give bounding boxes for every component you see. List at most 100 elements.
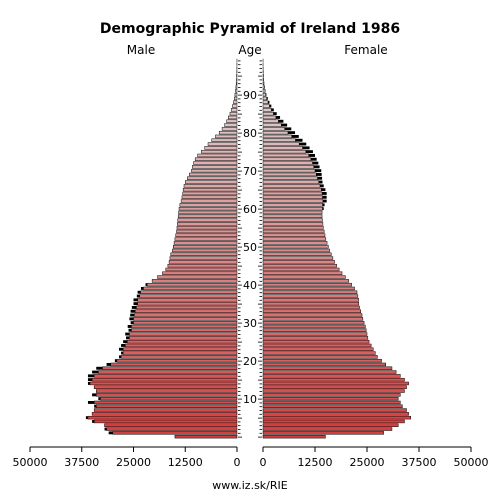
male-bar-age-89 — [234, 96, 238, 101]
male-bar-age-72 — [193, 161, 238, 165]
male-excess-age-15 — [87, 378, 93, 382]
male-excess-age-16 — [87, 374, 95, 378]
male-bar-age-67 — [185, 180, 238, 184]
female-bar-age-48 — [262, 252, 332, 256]
male-label: Male — [127, 43, 155, 57]
male-bar-age-63 — [181, 195, 238, 199]
male-bar-age-29 — [131, 324, 238, 329]
male-bar-age-35 — [137, 301, 238, 306]
male-bar-age-28 — [131, 328, 238, 332]
female-excess-age-84 — [275, 116, 281, 119]
male-bar-age-73 — [194, 157, 238, 161]
male-bar-age-93 — [235, 81, 238, 85]
male-bar-age-37 — [139, 294, 238, 298]
female-excess-age-80 — [287, 131, 296, 135]
female-bar-age-31 — [262, 317, 364, 321]
female-bar-age-56 — [262, 222, 324, 226]
female-bar-age-79 — [262, 134, 292, 139]
female-bar-age-70 — [262, 168, 316, 173]
male-excess-age-28 — [128, 328, 132, 332]
male-bar-age-90 — [234, 92, 238, 97]
female-excess-age-69 — [316, 173, 322, 176]
female-bar-age-68 — [262, 176, 318, 180]
age-tick-label: 60 — [243, 203, 257, 216]
age-tick-label: 50 — [243, 241, 257, 254]
female-bar-age-55 — [262, 225, 324, 230]
male-bar-age-87 — [232, 104, 238, 108]
female-bar-age-57 — [262, 218, 323, 222]
female-bar-age-58 — [262, 214, 323, 218]
male-excess-age-19 — [106, 363, 111, 366]
male-excess-age-31 — [129, 317, 134, 321]
female-excess-age-68 — [317, 176, 323, 180]
male-bar-age-58 — [177, 214, 238, 218]
female-excess-age-74 — [308, 154, 315, 157]
age-tick-label: 30 — [243, 317, 257, 330]
female-bar-age-67 — [262, 180, 319, 184]
male-bar-age-31 — [133, 317, 238, 321]
female-bar-age-22 — [262, 351, 376, 355]
female-bar-age-41 — [262, 279, 349, 283]
male-excess-age-5 — [85, 416, 88, 420]
male-bar-age-19 — [110, 362, 238, 367]
male-bar-age-50 — [172, 244, 238, 249]
male-bar-age-3 — [104, 423, 238, 427]
female-bar-age-69 — [262, 172, 317, 177]
female-bar-age-42 — [262, 275, 346, 279]
x-tick-label-male: 50000 — [13, 456, 48, 469]
male-bar-age-25 — [127, 339, 238, 344]
female-bar-age-76 — [262, 146, 303, 150]
male-bar-age-46 — [168, 260, 238, 264]
female-excess-age-90 — [265, 93, 267, 97]
male-bar-age-34 — [136, 305, 238, 310]
female-bar-age-53 — [262, 233, 326, 237]
male-bar-age-53 — [175, 233, 238, 237]
female-excess-age-72 — [312, 161, 319, 165]
male-excess-age-21 — [119, 355, 122, 359]
male-excess-age-26 — [126, 336, 130, 340]
female-bar-age-77 — [262, 142, 300, 146]
age-tick-label: 90 — [243, 89, 257, 102]
female-bar-age-26 — [262, 336, 369, 340]
male-bar-age-1 — [112, 431, 238, 435]
x-tick-label-female: 37500 — [402, 456, 437, 469]
male-excess-age-11 — [92, 393, 97, 397]
male-bar-age-65 — [182, 187, 238, 192]
female-bar-age-59 — [262, 210, 323, 215]
age-axis: 10 20 30 40 50 60 70 80 90 — [238, 60, 262, 438]
male-bar-age-52 — [174, 237, 238, 241]
male-bar-age-22 — [122, 351, 238, 355]
female-bar-age-17 — [262, 370, 397, 374]
male-bar-age-51 — [173, 241, 238, 245]
female-bar-age-4 — [262, 419, 405, 424]
footer-source: www.iz.sk/RIE — [212, 479, 287, 492]
female-excess-age-78 — [295, 138, 303, 142]
male-bar-age-23 — [122, 347, 238, 351]
male-bar-age-27 — [129, 332, 238, 336]
male-bar-age-5 — [87, 415, 238, 420]
female-excess-age-62 — [322, 199, 327, 203]
female-bar-age-78 — [262, 138, 296, 142]
male-bar-age-79 — [215, 134, 238, 139]
female-bar-age-40 — [262, 282, 352, 287]
female-bar-age-87 — [262, 104, 270, 108]
female-excess-age-81 — [284, 127, 292, 131]
male-bar-age-49 — [172, 248, 238, 253]
female-bar-age-54 — [262, 229, 325, 234]
female-bar-age-83 — [262, 119, 279, 123]
age-tick-label: 40 — [243, 279, 257, 292]
male-bar-age-0 — [174, 434, 238, 439]
male-bar-age-69 — [189, 172, 238, 177]
female-bar-age-8 — [262, 404, 403, 408]
male-excess-age-8 — [94, 404, 97, 408]
male-bar-age-85 — [229, 111, 238, 116]
female-excess-age-77 — [299, 142, 307, 146]
male-bar-age-42 — [157, 275, 238, 279]
female-excess-age-82 — [281, 123, 288, 127]
male-bar-age-62 — [180, 199, 238, 203]
female-bar-age-2 — [262, 427, 393, 431]
male-bar-age-92 — [235, 85, 238, 89]
male-excess-age-18 — [96, 366, 103, 370]
male-excess-age-1 — [108, 431, 113, 435]
female-bar-age-25 — [262, 339, 370, 344]
